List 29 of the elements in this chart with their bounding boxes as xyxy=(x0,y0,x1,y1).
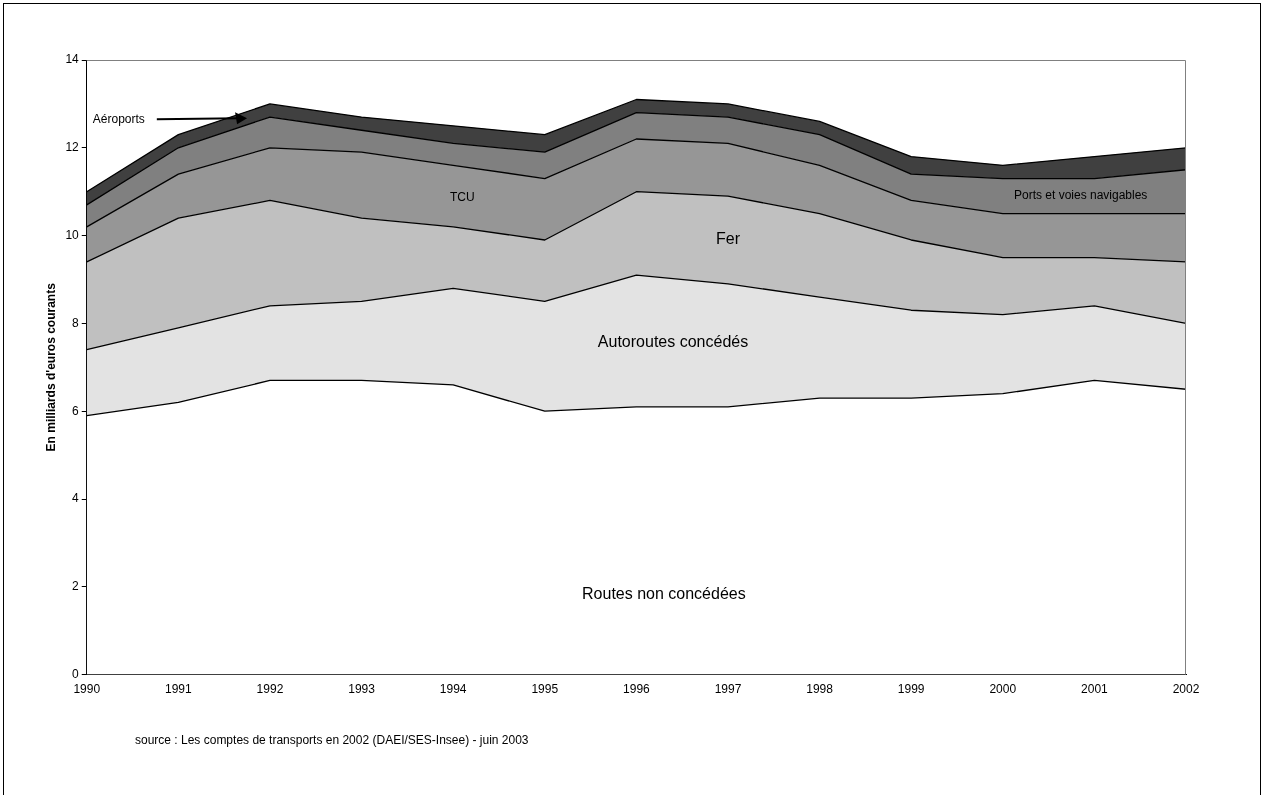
x-tick-label: 2001 xyxy=(1081,682,1109,697)
y-tick-label: 0 xyxy=(72,666,80,681)
x-tick-label: 1999 xyxy=(897,682,925,697)
series-label: Ports et voies navigables xyxy=(1013,188,1148,203)
x-tick-label: 1997 xyxy=(714,682,742,697)
x-tick-label: 1990 xyxy=(73,682,101,697)
x-tick-label: 1994 xyxy=(439,682,467,697)
y-tick-label: 2 xyxy=(72,579,80,594)
y-tick-label: 10 xyxy=(65,227,80,242)
series-label: Routes non concédées xyxy=(582,584,746,602)
series-label: TCU xyxy=(449,189,475,204)
x-tick-label: 1998 xyxy=(806,682,834,697)
y-tick-label: 6 xyxy=(72,403,80,418)
x-tick-label: 2000 xyxy=(989,682,1017,697)
y-axis-title: En milliards d'euros courants xyxy=(43,282,58,452)
y-tick-label: 8 xyxy=(72,315,80,330)
y-tick-label: 14 xyxy=(65,52,80,67)
x-tick-label: 1996 xyxy=(623,682,651,697)
x-tick-label: 1991 xyxy=(165,682,193,697)
x-tick-label: 1995 xyxy=(531,682,559,697)
x-tick-label: 1992 xyxy=(256,682,284,697)
text: Aéroports xyxy=(92,111,145,126)
x-tick-label: 2002 xyxy=(1172,682,1200,697)
source-note: source : Les comptes de transports en 2002 (DAEI/SES-Insee) - juin 2003 xyxy=(135,733,529,747)
y-tick-label: 12 xyxy=(65,140,80,155)
series-label: Fer xyxy=(715,230,741,248)
x-tick-label: 1993 xyxy=(348,682,376,697)
y-tick-label: 4 xyxy=(72,491,80,506)
series-label: Autoroutes concédés xyxy=(597,333,749,351)
